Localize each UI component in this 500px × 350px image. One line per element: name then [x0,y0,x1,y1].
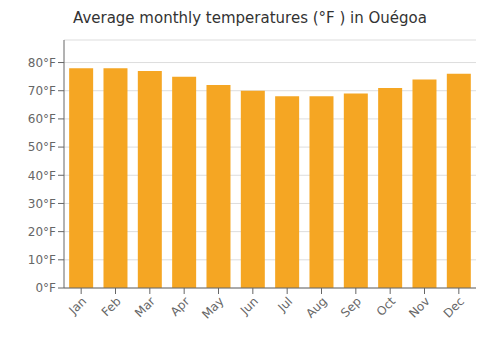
svg-text:10°F: 10°F [28,253,56,267]
svg-text:Nov: Nov [406,294,432,320]
svg-text:Jul: Jul [274,294,295,315]
svg-text:0°F: 0°F [35,281,56,295]
svg-text:60°F: 60°F [28,112,56,126]
svg-text:May: May [199,294,226,321]
svg-text:Feb: Feb [99,294,124,319]
svg-text:Sep: Sep [338,294,364,320]
svg-text:Dec: Dec [441,294,467,320]
svg-text:30°F: 30°F [28,197,56,211]
svg-text:20°F: 20°F [28,225,56,239]
html-text:Average monthly temperatures (: Average monthly temperatures (°F ) in Ou… [73,9,427,27]
svg-text:Jan: Jan [66,294,90,318]
svg-text:Aug: Aug [303,294,329,320]
svg-text:50°F: 50°F [28,140,56,154]
svg-text:Jun: Jun [237,294,261,318]
svg-text:80°F: 80°F [28,56,56,70]
svg-text:Oct: Oct [374,294,399,319]
svg-text:40°F: 40°F [28,169,56,183]
svg-text:Apr: Apr [168,294,193,319]
svg-text:70°F: 70°F [28,84,56,98]
svg-text:Mar: Mar [132,294,158,320]
